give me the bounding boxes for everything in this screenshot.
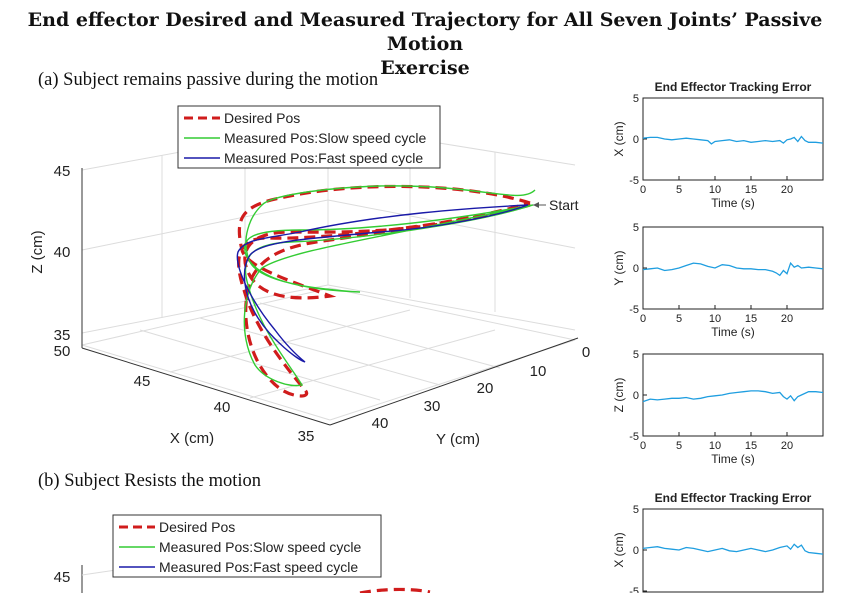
y-tick-label: 30 <box>424 398 441 415</box>
x-error-a-xtick-label: 0 <box>640 184 646 196</box>
x-error-b-series-line <box>642 543 824 555</box>
floor-grid-line <box>81 287 331 346</box>
z-error-a-xtick-label: 0 <box>640 440 646 452</box>
x-error-a-xtick-label: 20 <box>781 184 793 196</box>
legend-a-box <box>177 105 441 169</box>
z-error-a-ylabel: Z (cm) <box>612 378 626 413</box>
y-error-a-ytick-label: 0 <box>633 263 639 275</box>
z-error-a-xtick-label: 20 <box>781 440 793 452</box>
z-error-a-frame <box>642 353 824 437</box>
floor-grid-line <box>139 329 381 401</box>
y-error-a-series-line <box>642 261 824 277</box>
x-error-b-ytick-label: 0 <box>633 545 639 557</box>
legend-a-entry: Desired Pos <box>224 110 300 126</box>
x-error-a-ytick-label: 5 <box>633 93 639 105</box>
floor-grid-line <box>81 344 331 421</box>
z-error-a-series-line <box>642 390 824 403</box>
x-error-b-frame <box>642 508 824 593</box>
y-error-a-ylabel: Y (cm) <box>612 250 626 285</box>
floor-grid-line <box>249 329 496 399</box>
y-error-a-frame <box>642 226 824 310</box>
x-error-b-ylabel: X (cm) <box>612 532 626 567</box>
floor-grid-line <box>259 302 501 369</box>
x-error-a-xtick-label: 5 <box>676 184 682 196</box>
x-error-a-ytick-label: -5 <box>629 175 639 187</box>
y-tick-label: 0 <box>582 344 590 361</box>
panel-b-desired-trajectory <box>359 587 431 593</box>
x-error-b-ytick-label: -5 <box>629 586 639 593</box>
x-tick-label: 45 <box>134 373 151 390</box>
z-error-a-xtick-label: 5 <box>676 440 682 452</box>
x-axis-label: X (cm) <box>170 430 214 447</box>
floor-grid-line <box>329 287 576 341</box>
z-error-a-ytick-label: 0 <box>633 390 639 402</box>
x-error-a-xlabel: Time (s) <box>711 196 755 210</box>
x-error-b-title: End Effector Tracking Error <box>655 491 812 505</box>
panel-b-z-tick-label: 45 <box>54 569 71 586</box>
legend-b-entry: Measured Pos:Slow speed cycle <box>159 539 362 555</box>
y-error-a-ytick-label: 5 <box>633 222 639 234</box>
legend-b-box <box>112 514 382 578</box>
figure-title: End effector Desired and Measured Trajec… <box>0 8 850 80</box>
y-error-a-ytick-label: -5 <box>629 304 639 316</box>
x-error-b-ytick-label: 5 <box>633 504 639 516</box>
y-axis-label: Y (cm) <box>436 431 480 448</box>
z-error-a-xtick-label: 15 <box>745 440 757 452</box>
slow-cycle-trajectory <box>243 185 536 387</box>
x-tick-label: 50 <box>54 343 71 360</box>
figure-title-line1: End effector Desired and Measured Trajec… <box>27 9 823 55</box>
legend-a-entry: Measured Pos:Slow speed cycle <box>224 130 427 146</box>
grid-line <box>327 284 576 331</box>
x-tick-label: 35 <box>298 428 315 445</box>
grid-line <box>81 284 329 334</box>
y-error-a-xtick-label: 20 <box>781 313 793 325</box>
legend-b-entry: Desired Pos <box>159 519 235 535</box>
x-axis-line <box>81 347 331 426</box>
y-error-a-xlabel: Time (s) <box>711 325 755 339</box>
x-error-a-xtick-label: 10 <box>709 184 721 196</box>
y-tick-label: 40 <box>372 415 389 432</box>
fast-cycle-trajectory <box>236 204 529 363</box>
y-tick-label: 10 <box>530 363 547 380</box>
x-error-a-title: End Effector Tracking Error <box>655 80 812 94</box>
y-error-a-xtick-label: 5 <box>676 313 682 325</box>
x-error-a-ylabel: X (cm) <box>612 121 626 156</box>
z-tick-label: 40 <box>54 244 71 261</box>
start-arrow-head <box>533 202 539 208</box>
y-error-a-xtick-label: 10 <box>709 313 721 325</box>
x-error-a-xtick-label: 15 <box>745 184 757 196</box>
legend-b-entry: Measured Pos:Fast speed cycle <box>159 559 358 575</box>
z-error-a-ytick-label: -5 <box>629 431 639 443</box>
panel-a-caption: (a) Subject remains passive during the m… <box>38 70 379 90</box>
floor-grid-line <box>169 309 411 373</box>
z-error-a-xlabel: Time (s) <box>711 452 755 466</box>
grid-line <box>81 199 329 251</box>
x-error-a-ytick-label: 0 <box>633 134 639 146</box>
x-error-a-frame <box>642 97 824 181</box>
z-error-a-xtick-label: 10 <box>709 440 721 452</box>
panel-b-caption: (b) Subject Resists the motion <box>38 471 262 491</box>
floor-grid-line <box>199 317 441 386</box>
x-tick-label: 40 <box>214 399 231 416</box>
start-annotation: Start <box>549 197 579 213</box>
figure-title-line2: Exercise <box>380 57 470 79</box>
y-error-a-xtick-label: 0 <box>640 313 646 325</box>
y-error-a-xtick-label: 15 <box>745 313 757 325</box>
z-tick-label: 35 <box>54 327 71 344</box>
legend-a-entry: Measured Pos:Fast speed cycle <box>224 150 423 166</box>
y-tick-label: 20 <box>477 380 494 397</box>
x-error-a-series-line <box>642 135 824 145</box>
z-error-a-ytick-label: 5 <box>633 349 639 361</box>
z-tick-label: 45 <box>54 163 71 180</box>
y-axis-line <box>329 337 579 426</box>
z-axis-label: Z (cm) <box>29 230 46 273</box>
